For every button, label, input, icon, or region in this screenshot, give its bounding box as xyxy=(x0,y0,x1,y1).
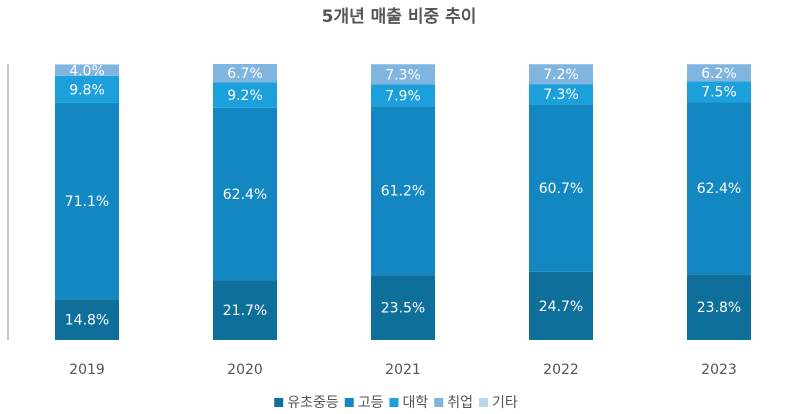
bar-segment xyxy=(55,75,119,103)
bar-segment xyxy=(213,280,277,340)
bar-segment xyxy=(371,106,435,276)
data-label: 60.7% xyxy=(539,181,583,197)
legend-label: 유초중등 xyxy=(287,395,339,411)
bar-segment xyxy=(687,64,751,82)
data-label: 23.5% xyxy=(381,301,425,317)
data-label: 7.2% xyxy=(543,67,579,83)
data-label: 61.2% xyxy=(381,184,425,200)
bar-segment xyxy=(371,64,435,85)
bar-segment xyxy=(687,274,751,340)
data-label: 6.7% xyxy=(227,66,263,82)
data-label: 14.8% xyxy=(65,313,109,329)
bar-segment xyxy=(55,102,119,300)
data-label: 9.2% xyxy=(227,88,263,104)
data-label: 7.3% xyxy=(543,87,579,103)
legend-label: 취업 xyxy=(447,395,473,411)
x-tick-label: 2020 xyxy=(227,362,263,378)
bar-segment xyxy=(529,104,593,272)
legend-swatch xyxy=(389,398,399,407)
data-label: 7.5% xyxy=(701,85,737,101)
legend-swatch xyxy=(274,398,284,407)
legend-swatch xyxy=(434,398,444,407)
legend-label: 대학 xyxy=(403,395,429,411)
bar-segment xyxy=(213,107,277,281)
legend-label: 기타 xyxy=(492,395,518,411)
data-label: 24.7% xyxy=(539,299,583,315)
data-label: 9.8% xyxy=(69,82,105,98)
bar-segment xyxy=(55,64,119,76)
bar-segment xyxy=(371,275,435,340)
bar-segment xyxy=(55,299,119,340)
bar-segment xyxy=(529,64,593,85)
data-label: 71.1% xyxy=(65,194,109,210)
bar-segment xyxy=(213,82,277,108)
data-label: 4.0% xyxy=(69,63,105,79)
data-label: 7.9% xyxy=(385,88,421,104)
x-tick-label: 2019 xyxy=(69,362,105,378)
bar-segment xyxy=(529,271,593,340)
x-tick-label: 2021 xyxy=(385,362,421,378)
bar-segment xyxy=(213,64,277,83)
data-label: 7.3% xyxy=(385,67,421,83)
bar-segment xyxy=(371,84,435,107)
bar-segment xyxy=(687,102,751,275)
legend-swatch xyxy=(479,398,489,407)
data-label: 62.4% xyxy=(697,181,741,197)
data-label: 6.2% xyxy=(701,66,737,82)
chart-title: 5개년 매출 비중 추이 xyxy=(322,7,477,27)
bar-segment xyxy=(529,84,593,105)
x-tick-label: 2023 xyxy=(701,362,737,378)
bar-segment xyxy=(55,64,119,65)
x-tick-label: 2022 xyxy=(543,362,579,378)
bar-segment xyxy=(687,81,751,103)
legend-swatch xyxy=(344,398,354,407)
data-label: 23.8% xyxy=(697,300,741,316)
data-label: 21.7% xyxy=(223,303,267,319)
data-label: 62.4% xyxy=(223,187,267,203)
legend-label: 고등 xyxy=(358,395,384,411)
